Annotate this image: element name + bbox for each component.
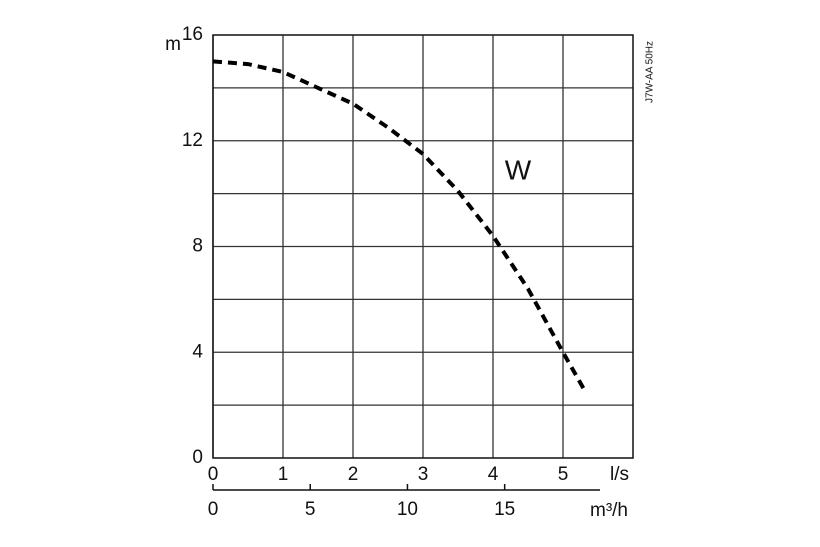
x2-axis-label: m³/h <box>590 500 628 521</box>
plot-frame <box>212 34 634 459</box>
y-tick-label: 4 <box>192 341 203 362</box>
annotation: W <box>505 154 532 185</box>
x-tick-label: 3 <box>418 464 429 485</box>
x2-tick-label: 10 <box>397 499 418 520</box>
chart-title: J7W-AA 50Hz <box>645 41 656 103</box>
x2-tick-label: 5 <box>305 499 316 520</box>
x-tick-label: 2 <box>348 464 359 485</box>
y-tick-label: 16 <box>182 24 203 45</box>
curve <box>212 59 586 391</box>
y-tick-label: 0 <box>192 447 203 468</box>
x-tick-label: 0 <box>208 464 219 485</box>
x2-tick-label: 0 <box>208 499 219 520</box>
y-axis-label: m <box>165 34 181 55</box>
x2-tick-label: 15 <box>494 499 515 520</box>
y-tick-label: 12 <box>182 130 203 151</box>
x-axis-label: l/s <box>610 464 629 485</box>
x-tick-label: 1 <box>278 464 289 485</box>
x-tick-label: 5 <box>558 464 569 485</box>
x-tick-label: 4 <box>488 464 499 485</box>
y-tick-label: 8 <box>192 236 203 257</box>
